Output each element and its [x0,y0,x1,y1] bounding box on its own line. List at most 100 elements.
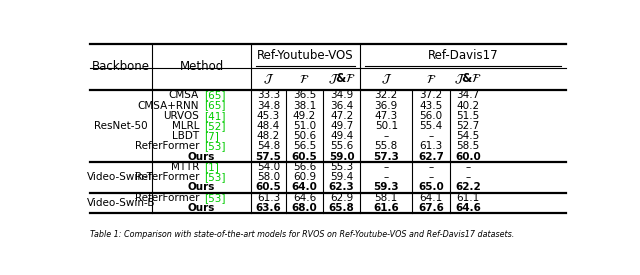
Text: 32.2: 32.2 [374,90,398,100]
Text: 40.2: 40.2 [456,101,480,111]
Text: [53]: [53] [204,172,225,182]
Text: –: – [465,172,471,182]
Text: 45.3: 45.3 [257,111,280,121]
Text: Video-Swin-B: Video-Swin-B [86,198,155,208]
Text: $\mathcal{F}$: $\mathcal{F}$ [300,73,310,86]
Text: –: – [383,131,389,141]
Text: $\mathcal{J}$: $\mathcal{J}$ [263,72,274,86]
Text: 58.5: 58.5 [456,141,480,152]
Text: Backbone: Backbone [92,60,150,73]
Text: MLRL: MLRL [172,121,199,131]
Text: 60.5: 60.5 [292,152,317,162]
Text: –: – [428,131,433,141]
Text: 65.0: 65.0 [418,182,444,192]
Text: [52]: [52] [204,121,225,131]
Text: 56.6: 56.6 [293,162,316,172]
Text: [65]: [65] [204,101,225,111]
Text: –: – [465,162,471,172]
Text: Ref-Youtube-VOS: Ref-Youtube-VOS [257,49,354,62]
Text: –: – [428,172,433,182]
Text: Method: Method [179,60,223,73]
Text: 62.7: 62.7 [418,152,444,162]
Text: 55.4: 55.4 [419,121,442,131]
Text: MTTR: MTTR [171,162,199,172]
Text: 58.0: 58.0 [257,172,280,182]
Text: 63.6: 63.6 [255,203,282,213]
Text: 55.3: 55.3 [330,162,353,172]
Text: 54.5: 54.5 [456,131,480,141]
Text: 61.3: 61.3 [419,141,442,152]
Text: 34.8: 34.8 [257,101,280,111]
Text: 61.1: 61.1 [456,192,480,203]
Text: 62.2: 62.2 [455,182,481,192]
Text: 50.1: 50.1 [374,121,398,131]
Text: 36.9: 36.9 [374,101,398,111]
Text: 58.1: 58.1 [374,192,398,203]
Text: 60.5: 60.5 [255,182,282,192]
Text: [41]: [41] [204,111,225,121]
Text: 34.7: 34.7 [456,90,480,100]
Text: 51.0: 51.0 [293,121,316,131]
Text: 60.0: 60.0 [455,152,481,162]
Text: ReferFormer: ReferFormer [134,192,199,203]
Text: [53]: [53] [204,141,225,152]
Text: 61.3: 61.3 [257,192,280,203]
Text: $\mathcal{J}$&$\mathcal{F}$: $\mathcal{J}$&$\mathcal{F}$ [328,72,356,86]
Text: 64.0: 64.0 [291,182,317,192]
Text: 62.9: 62.9 [330,192,353,203]
Text: 56.5: 56.5 [293,141,316,152]
Text: 57.3: 57.3 [373,152,399,162]
Text: 47.2: 47.2 [330,111,353,121]
Text: 37.2: 37.2 [419,90,442,100]
Text: 59.0: 59.0 [329,152,355,162]
Text: 34.9: 34.9 [330,90,353,100]
Text: URVOS: URVOS [163,111,199,121]
Text: 47.3: 47.3 [374,111,398,121]
Text: ReferFormer: ReferFormer [134,172,199,182]
Text: ReferFormer: ReferFormer [134,141,199,152]
Text: [53]: [53] [204,192,225,203]
Text: 54.0: 54.0 [257,162,280,172]
Text: –: – [428,162,433,172]
Text: 49.7: 49.7 [330,121,353,131]
Text: 68.0: 68.0 [292,203,317,213]
Text: 38.1: 38.1 [293,101,316,111]
Text: [1]: [1] [204,162,219,172]
Text: 56.0: 56.0 [419,111,442,121]
Text: 57.5: 57.5 [255,152,282,162]
Text: 36.5: 36.5 [293,90,316,100]
Text: 50.6: 50.6 [293,131,316,141]
Text: 55.6: 55.6 [330,141,353,152]
Text: $\mathcal{J}$: $\mathcal{J}$ [381,72,392,86]
Text: 48.4: 48.4 [257,121,280,131]
Text: 65.8: 65.8 [329,203,355,213]
Text: $\mathcal{J}$&$\mathcal{F}$: $\mathcal{J}$&$\mathcal{F}$ [454,72,482,86]
Text: –: – [383,162,389,172]
Text: 61.6: 61.6 [373,203,399,213]
Text: Ours: Ours [188,203,215,213]
Text: 48.2: 48.2 [257,131,280,141]
Text: Ref-Davis17: Ref-Davis17 [428,49,499,62]
Text: –: – [383,172,389,182]
Text: 52.7: 52.7 [456,121,480,131]
Text: 54.8: 54.8 [257,141,280,152]
Text: 49.2: 49.2 [293,111,316,121]
Text: 55.8: 55.8 [374,141,398,152]
Text: Table 1: Comparison with state-of-the-art models for RVOS on Ref-Youtube-VOS and: Table 1: Comparison with state-of-the-ar… [90,230,514,239]
Text: 64.6: 64.6 [455,203,481,213]
Text: 36.4: 36.4 [330,101,353,111]
Text: 33.3: 33.3 [257,90,280,100]
Text: 60.9: 60.9 [293,172,316,182]
Text: Video-Swin-T: Video-Swin-T [88,172,154,182]
Text: 64.6: 64.6 [293,192,316,203]
Text: [7]: [7] [204,131,219,141]
Text: $\mathcal{F}$: $\mathcal{F}$ [426,73,436,86]
Text: 59.4: 59.4 [330,172,353,182]
Text: CMSA: CMSA [169,90,199,100]
Text: 67.6: 67.6 [418,203,444,213]
Text: 59.3: 59.3 [374,182,399,192]
Text: Ours: Ours [188,182,215,192]
Text: LBDT: LBDT [172,131,199,141]
Text: CMSA+RNN: CMSA+RNN [138,101,199,111]
Text: [65]: [65] [204,90,225,100]
